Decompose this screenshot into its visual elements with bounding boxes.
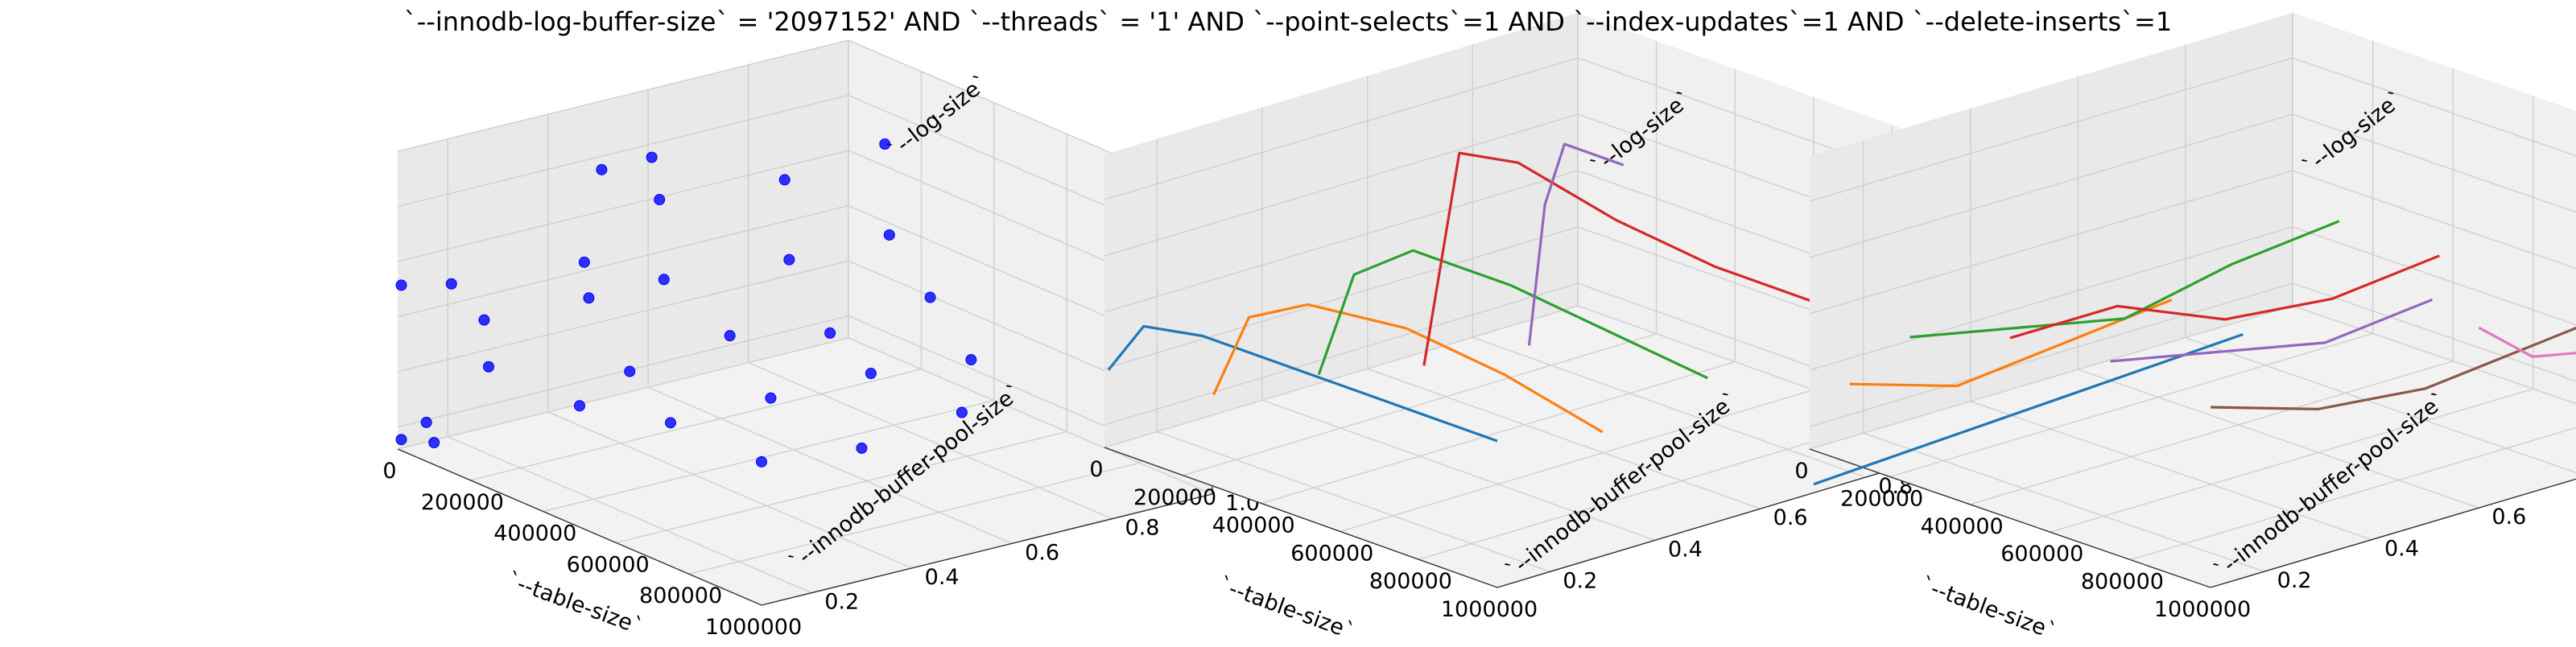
series-line [2478,326,2576,358]
x-tick-label: 400000 [1212,513,1295,538]
scatter-point [778,174,791,186]
x-tick-label: 0 [382,459,396,484]
y-tick-label: 0.6 [1025,540,1059,565]
y-tick-label: 0.6 [2491,505,2526,530]
x-axis-label: `--table-size` [504,567,646,640]
series-line [1317,249,1708,380]
left-pane [398,40,848,449]
scatter-point [865,368,877,380]
back-pane [2293,13,2576,404]
x-axis-label: `--table-size` [1918,572,2060,644]
y-tick-label: 0.8 [1125,516,1160,541]
x-tick-label: 600000 [567,552,650,577]
scatter-point [646,151,658,163]
scatter-point [824,327,836,339]
y-tick-label: 0.4 [925,565,960,590]
x-tick-label: 400000 [1921,514,2004,539]
scatter-point [856,442,868,454]
scatter-point [658,274,670,286]
x-tick-label: 0 [1794,459,1808,484]
scatter-point [395,434,407,446]
x-tick-label: 600000 [2000,542,2083,567]
floor-pane [1810,306,2576,587]
data-marks [395,138,1118,468]
scatter-point [445,278,457,290]
x-tick-label: 200000 [421,490,504,515]
data-marks [1107,142,1814,443]
scatter-point [428,436,440,448]
scatter-point [395,279,407,291]
x-tick-label: 1000000 [705,615,802,640]
scatter-point [578,256,590,268]
x-tick-label: 600000 [1290,541,1373,566]
x-tick-label: 800000 [2081,570,2164,595]
y-tick-label: 0.4 [2384,537,2419,562]
scatter-point [879,138,891,150]
scatter-point [665,417,676,429]
y-tick-label: 0.2 [1563,568,1597,593]
scatter-point [574,400,585,412]
scatter-point [783,253,795,266]
series-line [1212,303,1604,434]
x-tick-label: 800000 [639,583,722,608]
series-line [1422,151,1814,366]
x-tick-label: 800000 [1369,569,1452,594]
series-line [1527,142,1624,346]
x-tick-label: 400000 [493,521,576,546]
scatter-point [765,392,777,404]
x-axis-label: `--table-size` [1216,572,1358,644]
grid [397,39,1213,606]
y-tick-label: 0.4 [1668,537,1703,562]
y-tick-label: 0.6 [1773,505,1808,530]
series-line [2009,254,2440,340]
series-line [2210,326,2576,410]
data-marks [1813,220,2576,486]
y-tick-label: 0.2 [824,590,859,615]
series-line [1849,299,2173,388]
scatter-point [478,314,490,326]
floor-pane [1104,306,1971,587]
figure-title: `--innodb-log-buffer-size` = '2097152' A… [403,6,2173,37]
scatter-point [756,455,767,468]
series-line [1107,324,1498,443]
y-tick-label: 0.2 [2277,568,2312,593]
scatter-point [624,365,636,377]
chart-2: 0 200000 400000 600000 800000 1000000 0.2 0.4 0.… [1089,13,2023,645]
floor-pane [398,338,1212,605]
scatter-point [956,406,968,418]
scatter-point [483,361,494,373]
x-tick-label: 0 [1089,457,1103,482]
series-line [1813,332,2244,486]
left-pane [1104,13,1578,447]
axis-lines [1809,448,2576,588]
scatter-point [924,291,936,303]
scatter-point [965,354,977,366]
series-line [2110,298,2434,363]
left-pane [1810,13,2293,449]
x-tick-label: 1000000 [2154,597,2251,622]
scatter-point [883,229,895,241]
scatter-point [724,330,736,342]
series-line [1909,220,2340,339]
x-tick-label: 200000 [1133,485,1216,510]
scatter-point [583,292,595,304]
x-tick-label: 200000 [1840,486,1923,511]
x-tick-label: 1000000 [1441,597,1538,622]
scatter-point [654,194,666,206]
scatter-point [420,416,432,428]
scatter-point [596,163,608,175]
